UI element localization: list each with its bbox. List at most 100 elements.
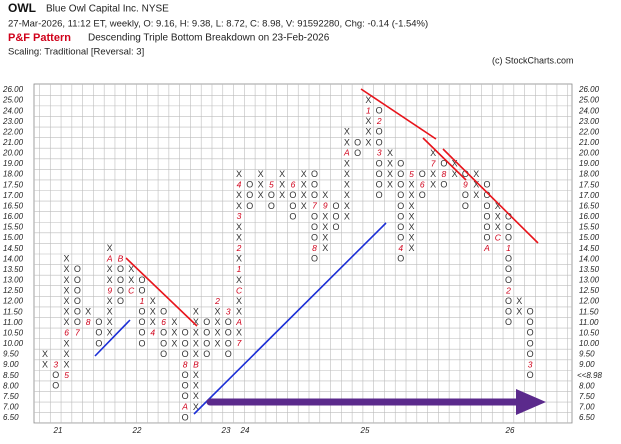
month-marker: C: [495, 232, 502, 242]
x-box: X: [344, 158, 350, 168]
o-box: O: [483, 180, 490, 190]
x-tick-label: 21: [53, 426, 63, 435]
o-box: O: [354, 137, 361, 147]
x-box: X: [193, 307, 199, 317]
o-box: O: [74, 317, 81, 327]
x-box: X: [301, 180, 307, 190]
o-box: O: [203, 328, 210, 338]
x-box: X: [236, 307, 242, 317]
o-box: O: [397, 158, 404, 168]
o-box: O: [527, 307, 534, 317]
y-tick-label-right: 15.50: [579, 223, 600, 232]
x-box: X: [322, 190, 328, 200]
o-box: O: [182, 349, 189, 359]
o-box: O: [397, 201, 404, 211]
x-box: X: [107, 243, 113, 253]
o-box: O: [203, 338, 210, 348]
o-box: O: [246, 190, 253, 200]
x-box: X: [236, 190, 242, 200]
x-box: X: [344, 169, 350, 179]
o-box: O: [311, 180, 318, 190]
month-marker: 1: [237, 264, 242, 274]
x-box: X: [236, 232, 242, 242]
x-box: X: [64, 264, 70, 274]
y-tick-label-right: 13.00: [579, 276, 600, 285]
y-tick-label-right: 24.00: [578, 106, 600, 115]
y-tick-label-right: 10.50: [579, 328, 600, 337]
y-tick-label-right: 7.00: [579, 403, 595, 412]
x-box: X: [387, 148, 393, 158]
month-marker: 5: [409, 169, 414, 179]
x-box: X: [193, 370, 199, 380]
o-box: O: [505, 307, 512, 317]
o-box: O: [419, 190, 426, 200]
pnf-column: XX: [516, 296, 522, 317]
x-box: X: [193, 328, 199, 338]
pnf-column: 3OO: [52, 359, 59, 390]
o-box: O: [139, 317, 146, 327]
y-tick-label-right: 12.50: [579, 286, 600, 295]
o-box: O: [462, 169, 469, 179]
resistance-line: [360, 88, 437, 140]
o-box: O: [160, 307, 167, 317]
y-tick-label-right: 14.00: [579, 254, 600, 263]
month-marker: 3: [226, 306, 231, 316]
o-box: O: [95, 317, 102, 327]
x-box: X: [64, 349, 70, 359]
o-box: O: [117, 275, 124, 285]
o-box: O: [419, 169, 426, 179]
y-tick-label: 15.00: [3, 233, 24, 242]
arrow: [206, 389, 546, 415]
y-tick-label-right: 11.50: [579, 307, 599, 316]
o-box: O: [462, 190, 469, 200]
month-marker: 8: [86, 317, 91, 327]
o-box: O: [203, 317, 210, 327]
month-marker: B: [118, 254, 124, 264]
o-box: O: [311, 211, 318, 221]
month-marker: 9: [107, 285, 112, 295]
o-box: O: [139, 285, 146, 295]
o-box: O: [527, 349, 534, 359]
x-box: X: [409, 222, 415, 232]
o-box: O: [182, 338, 189, 348]
info-line: 27-Mar-2026, 11:12 ET, weekly, O: 9.16, …: [8, 19, 428, 30]
y-tick-label: 24.00: [2, 106, 24, 115]
x-box: X: [107, 296, 113, 306]
trend-lines: [94, 88, 539, 415]
pnf-column: O6O: [419, 169, 426, 200]
x-box: X: [64, 359, 70, 369]
o-box: O: [505, 264, 512, 274]
o-box: O: [225, 338, 232, 348]
x-box: X: [236, 201, 242, 211]
x-box: X: [107, 328, 113, 338]
o-box: O: [74, 264, 81, 274]
o-box: O: [527, 317, 534, 327]
o-box: O: [74, 296, 81, 306]
x-box: X: [258, 190, 264, 200]
o-box: O: [225, 328, 232, 338]
o-box: O: [311, 222, 318, 232]
x-box: X: [495, 222, 501, 232]
y-tick-label-right: 13.50: [579, 265, 600, 274]
x-box: X: [495, 211, 501, 221]
x-box: X: [236, 296, 242, 306]
month-marker: 6: [64, 328, 69, 338]
x-box: X: [64, 317, 70, 327]
o-box: O: [397, 211, 404, 221]
o-box: O: [289, 211, 296, 221]
y-tick-label-right: 12.00: [579, 297, 600, 306]
month-marker: 2: [376, 116, 382, 126]
o-box: O: [505, 211, 512, 221]
x-box: X: [236, 254, 242, 264]
month-marker: 4: [150, 328, 155, 338]
y-tick-label: 11.50: [3, 307, 23, 316]
